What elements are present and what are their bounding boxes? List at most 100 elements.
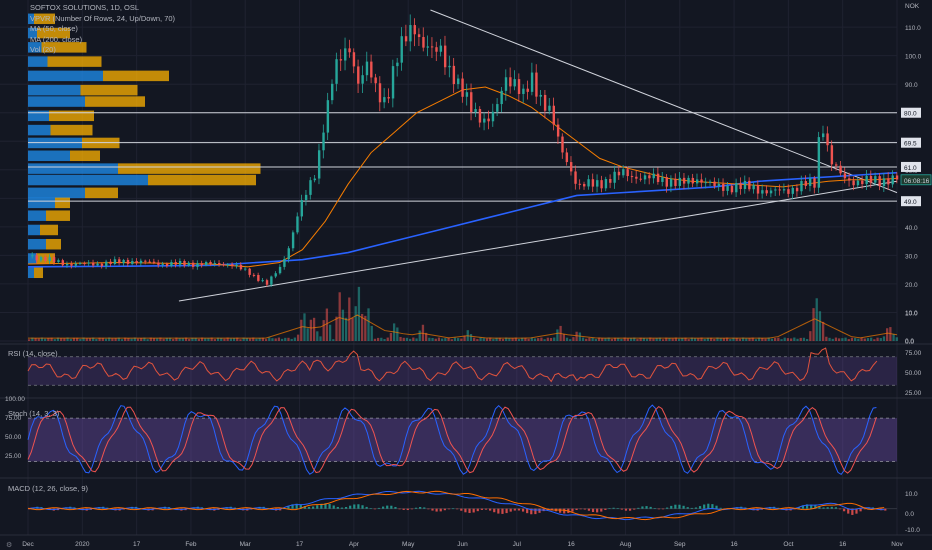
volume-bar	[802, 337, 806, 341]
volume-bar	[181, 338, 184, 341]
macd-histogram-bar	[719, 507, 722, 509]
candle-down	[417, 34, 421, 38]
candle-up	[270, 276, 273, 285]
candle-down	[92, 262, 95, 266]
volume-bar	[594, 339, 597, 341]
trendlines[interactable]	[178, 9, 898, 302]
candle-up	[122, 259, 125, 264]
volume-bar	[268, 337, 271, 341]
vpvr-down-bar	[41, 42, 87, 53]
candle-down	[478, 109, 482, 123]
volume-bar	[255, 338, 258, 341]
candle-up	[874, 176, 877, 183]
settings-icon[interactable]: ⚙	[6, 542, 13, 549]
indicator-vol[interactable]: Vol (20)	[30, 45, 56, 55]
candle-up	[213, 263, 217, 265]
candle-up	[96, 263, 99, 266]
candle-up	[131, 261, 134, 264]
volume-bar	[338, 292, 341, 341]
macd-tick-label: 10.0	[905, 491, 918, 498]
candle-down	[861, 180, 864, 185]
volume-bar	[725, 337, 729, 341]
stoch-label[interactable]: Stoch (14, 3, 3)	[8, 409, 60, 418]
stoch-tick-label: 50.00	[5, 434, 22, 441]
symbol-title[interactable]: SOFTOX SOLUTIONS, 1D, OSL	[30, 3, 140, 12]
price-label-tag	[901, 137, 921, 148]
macd-histogram-bar	[826, 507, 829, 509]
volume-bar	[591, 337, 594, 341]
indicator-ma200[interactable]: MA (200, close)	[30, 34, 83, 44]
volume-bar	[834, 337, 838, 341]
volume-bar	[620, 338, 623, 341]
volume-bar	[607, 337, 610, 341]
vpvr-up-bar	[28, 224, 40, 236]
volume-bar	[469, 334, 473, 341]
macd-tick-label: 0.0	[905, 511, 914, 518]
volume-bar	[328, 324, 332, 341]
candle-down	[787, 189, 790, 194]
volume-bar	[809, 331, 812, 341]
candle-down	[443, 45, 447, 68]
vpvr-down-bar	[118, 163, 261, 174]
time-tick-label: 16	[568, 541, 576, 548]
macd-histogram-bar	[357, 504, 360, 509]
volume-bar	[588, 337, 591, 341]
volume-bar	[76, 337, 79, 341]
volume-bar	[258, 337, 261, 341]
time-axis[interactable]: Dec 2020 17 Feb Mar 17 Apr May Jun Jul 16 Aug Sep 16 O…	[22, 541, 903, 548]
time-tick-label: Jul	[513, 541, 522, 548]
candle-up	[491, 111, 495, 122]
vpvr-down-bar	[49, 110, 94, 122]
candle-down	[430, 46, 434, 48]
macd-histogram-bar	[316, 505, 319, 509]
candle-up	[296, 216, 299, 233]
candle-up	[687, 177, 690, 184]
candle-up	[65, 264, 69, 266]
macd-histogram-bar	[521, 508, 525, 512]
vpvr-down-bar	[85, 96, 145, 107]
volume-bar	[658, 337, 662, 341]
candle-down	[878, 176, 881, 187]
indicator-ma50[interactable]: MA (50, close)	[30, 24, 78, 34]
volume-bar	[367, 308, 370, 341]
candle-down	[487, 118, 490, 122]
candle-down	[700, 179, 703, 183]
candle-up	[383, 97, 386, 103]
price-label-text: 69.5	[904, 141, 917, 148]
volume-bar	[773, 337, 777, 341]
volume-bar	[757, 337, 761, 341]
volume-bar	[408, 338, 412, 341]
candle-up	[287, 248, 290, 259]
macd-histogram-bar	[612, 507, 615, 509]
macd-histogram-bar	[456, 508, 459, 510]
volume-bar	[40, 337, 44, 341]
rsi-tick-label: 75.00	[905, 350, 922, 357]
macd-histogram-bar	[587, 508, 591, 511]
candle-up	[113, 259, 117, 265]
volume-bar	[690, 337, 694, 341]
volume-bar	[447, 337, 450, 341]
ma50-line	[27, 86, 898, 268]
volume-bar	[549, 338, 553, 341]
macd-histogram-bar	[616, 508, 619, 509]
candle-down	[830, 145, 834, 165]
indicator-vpvr[interactable]: VPVR (Number Of Rows, 24, Up/Down, 70)	[30, 13, 176, 23]
macd-histogram-bar	[382, 506, 385, 509]
macd-label[interactable]: MACD (12, 26, close, 9)	[8, 484, 89, 493]
vpvr-up-bar	[28, 84, 81, 96]
candle-up	[331, 83, 334, 101]
candle-down	[378, 83, 382, 103]
time-tick-label: Dec	[22, 541, 34, 548]
time-tick-label: 16	[839, 541, 847, 548]
candle-up	[548, 105, 551, 111]
price-axis[interactable]: 110.0100.090.080.070.060.050.040.030.020…	[5, 25, 932, 534]
time-tick-label: Oct	[783, 541, 793, 548]
rsi-label[interactable]: RSI (14, close)	[8, 349, 58, 358]
macd-histogram-bar	[604, 508, 607, 510]
horizontal-levels[interactable]	[28, 112, 897, 202]
volume-bar	[735, 337, 738, 341]
candle-up	[800, 181, 803, 192]
macd-histogram-bar	[377, 507, 381, 509]
volume-bar	[428, 337, 431, 341]
